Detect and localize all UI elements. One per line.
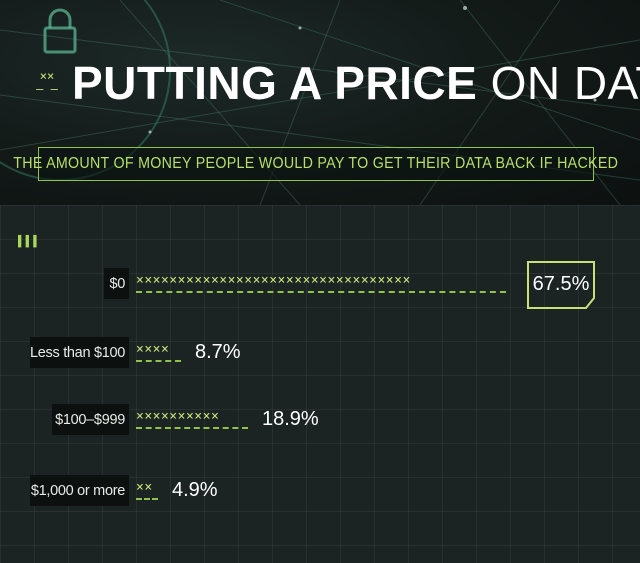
data-label: 18.9% (262, 408, 319, 430)
data-label: 4.9% (172, 479, 218, 501)
page-title-bold: PUTTING A PRICE (72, 57, 478, 109)
subtitle-box: THE AMOUNT OF MONEY PEOPLE WOULD PAY TO … (14, 147, 618, 181)
bar: ××××××××××××××××××××××××××××××××× (136, 268, 506, 299)
title-marks: ×× — — (30, 70, 64, 96)
bar-underline (136, 427, 248, 429)
header-panel: ×× — — PUTTING A PRICE ON DATA THE AMOUN… (0, 0, 640, 205)
data-label: 67.5% (532, 273, 590, 295)
value-tag: 67.5% (526, 260, 596, 310)
bar: ×× (136, 475, 158, 506)
bar-underline (136, 360, 181, 362)
lock-icon (43, 8, 77, 54)
bar-marks: ×××× (136, 343, 170, 357)
page-title-light: ON DATA (490, 57, 640, 109)
page-title: PUTTING A PRICE ON DATA (72, 56, 640, 110)
category-label-box: $0 (104, 268, 129, 299)
data-label: 8.7% (195, 341, 241, 363)
bar-underline (136, 498, 158, 500)
category-label: $1,000 or more (30, 482, 125, 499)
bar: ×××× (136, 337, 181, 368)
title-row: ×× — — PUTTING A PRICE ON DATA (30, 52, 640, 114)
bar-marks: ×××××××××× (136, 410, 220, 424)
category-label: $100–$999 (55, 411, 125, 428)
bar-marks: ×× (136, 481, 153, 495)
title-marks-top: ×× (39, 69, 55, 83)
subtitle: THE AMOUNT OF MONEY PEOPLE WOULD PAY TO … (13, 155, 619, 172)
category-label-box: Less than $100 (30, 337, 129, 368)
category-label-box: $1,000 or more (30, 475, 129, 506)
panel-tick-marks: ▌▌▌ (18, 236, 41, 248)
chart-panel (0, 205, 640, 563)
title-marks-bottom: — — (36, 82, 58, 96)
category-label-box: $100–$999 (52, 404, 129, 435)
category-label: $0 (109, 275, 125, 292)
bar: ×××××××××× (136, 404, 248, 435)
bar-marks: ××××××××××××××××××××××××××××××××× (136, 274, 411, 288)
bar-underline (136, 291, 506, 293)
value-tag-frame (527, 261, 595, 309)
category-label: Less than $100 (30, 344, 125, 361)
